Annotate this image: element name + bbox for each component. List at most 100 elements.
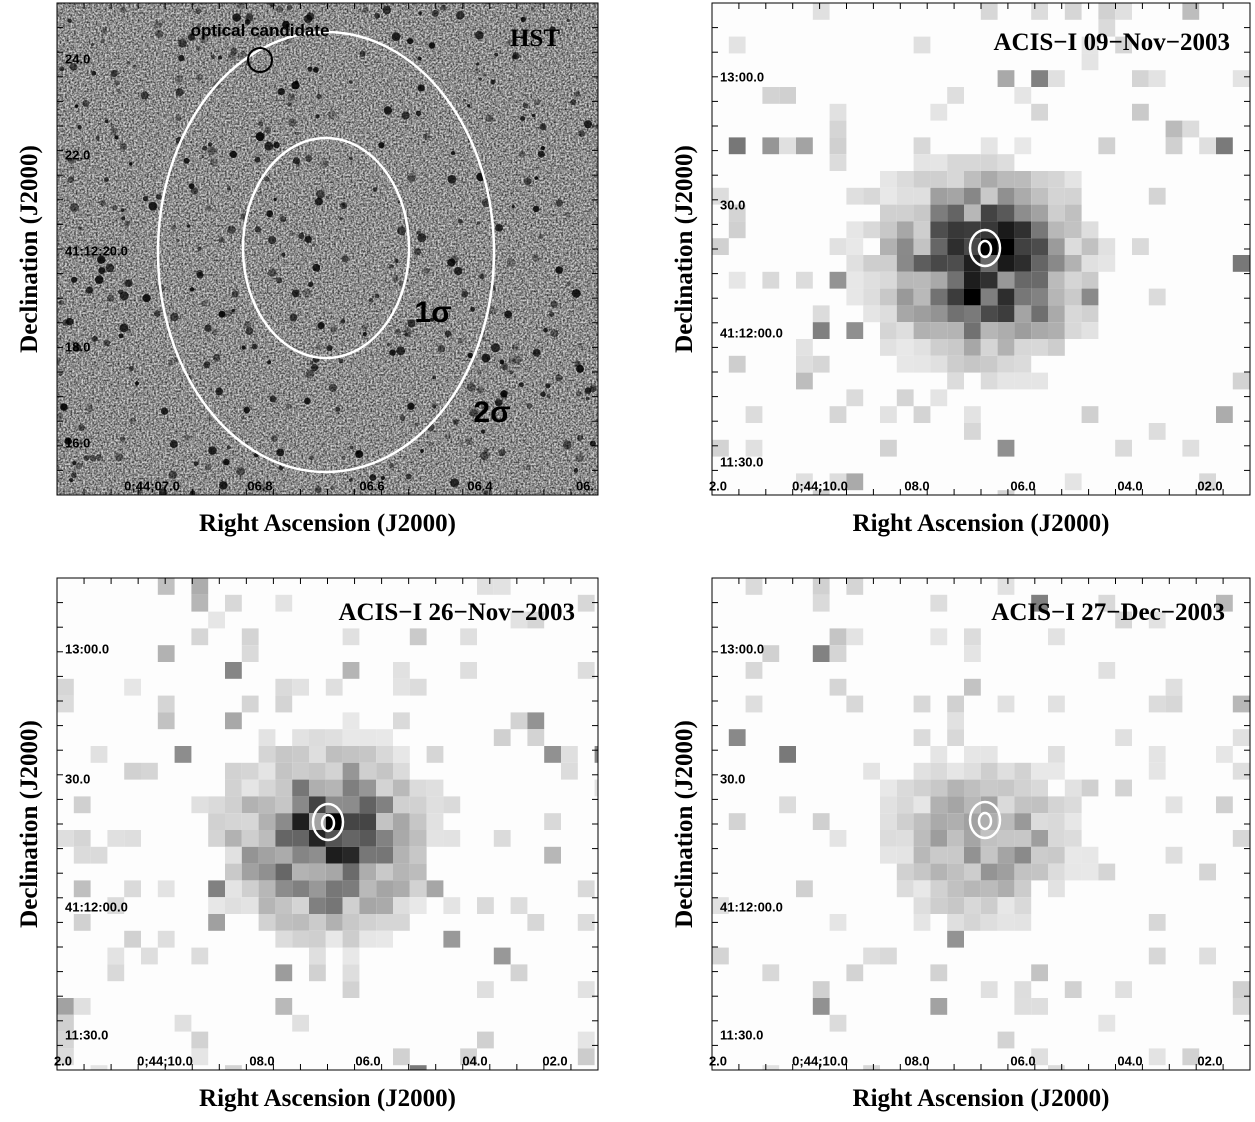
- pixel: [174, 1014, 192, 1032]
- pixel: [728, 137, 746, 155]
- pixel: [359, 746, 377, 763]
- pixel: [829, 406, 847, 423]
- pixel: [376, 897, 393, 914]
- pixel: [930, 238, 948, 255]
- star: [119, 291, 129, 301]
- pixel: [309, 897, 326, 914]
- pixel: [913, 305, 931, 323]
- pixel: [880, 288, 897, 306]
- star: [188, 183, 195, 190]
- pixel: [745, 695, 763, 713]
- pixel: [1064, 473, 1082, 491]
- panel: 13:00.0 30.0 41:12:00.0 11:30.0 2.0 0;44;10.0…: [671, 2, 1251, 537]
- star: [349, 80, 353, 85]
- star: [512, 355, 522, 365]
- star: [104, 177, 109, 182]
- pixel: [359, 729, 377, 746]
- star: [511, 204, 515, 209]
- star: [418, 11, 423, 16]
- pixel: [1064, 981, 1082, 998]
- star: [218, 310, 226, 318]
- pixel: [812, 3, 830, 20]
- star: [205, 463, 212, 471]
- image-noise: [57, 3, 598, 495]
- pixel: [964, 880, 981, 898]
- star: [479, 273, 485, 280]
- pixel: [980, 187, 998, 205]
- pixel: [527, 611, 545, 629]
- pixel: [1014, 255, 1032, 272]
- star: [374, 293, 380, 299]
- pixel: [376, 729, 393, 746]
- pixel: [997, 187, 1015, 205]
- pixel: [577, 914, 595, 931]
- pixel: [997, 897, 1015, 914]
- pixel: [309, 729, 326, 746]
- pixel: [1182, 3, 1200, 20]
- pixel: [980, 863, 998, 881]
- star: [509, 370, 514, 375]
- star: [254, 156, 261, 163]
- star: [525, 464, 531, 471]
- pixel: [930, 863, 948, 881]
- pixel: [124, 830, 141, 847]
- star: [511, 344, 519, 351]
- pixel: [393, 746, 410, 763]
- pixel: [846, 473, 864, 491]
- pixel: [1148, 187, 1166, 205]
- pixel: [812, 355, 830, 373]
- pixel: [342, 981, 360, 998]
- star: [231, 308, 235, 313]
- star: [107, 294, 115, 302]
- star: [129, 417, 136, 425]
- star: [478, 77, 482, 81]
- star: [69, 63, 78, 71]
- pixel: [359, 779, 377, 797]
- star: [340, 202, 348, 210]
- star: [575, 390, 582, 397]
- pixel: [846, 187, 864, 205]
- pixel: [930, 288, 948, 306]
- pixel: [359, 762, 377, 780]
- star: [195, 24, 201, 30]
- pixel: [997, 255, 1015, 272]
- pixel: [913, 288, 931, 306]
- pixel: [1064, 305, 1082, 323]
- star: [372, 187, 377, 192]
- pixel: [913, 137, 931, 155]
- pixel: [1048, 880, 1065, 898]
- star: [67, 176, 75, 183]
- pixel: [57, 1031, 74, 1049]
- pixel: [1064, 288, 1082, 306]
- pixel: [376, 830, 393, 847]
- star: [522, 102, 529, 109]
- star: [407, 173, 416, 182]
- star: [401, 111, 410, 120]
- star: [483, 490, 489, 495]
- pixel: [896, 339, 914, 356]
- pixel: [997, 439, 1015, 457]
- star: [551, 39, 555, 43]
- pixel: [141, 762, 158, 780]
- pixel: [812, 594, 830, 612]
- pixel: [376, 779, 393, 797]
- star: [140, 91, 149, 100]
- pixel: [376, 746, 393, 763]
- pixel: [1048, 171, 1065, 188]
- pixel: [1048, 830, 1065, 847]
- pixel: [1148, 70, 1166, 87]
- pixel: [1014, 863, 1032, 881]
- x-tick-label: 2.0: [709, 1053, 727, 1068]
- pixel: [880, 846, 897, 864]
- pixel: [1048, 813, 1065, 830]
- pixel: [1014, 914, 1032, 931]
- pixel: [1014, 846, 1032, 864]
- pixel: [1165, 695, 1183, 713]
- star: [532, 254, 540, 262]
- pixel: [309, 830, 326, 847]
- pixel: [124, 762, 141, 780]
- pixel: [930, 103, 948, 121]
- pixel: [1014, 981, 1032, 998]
- star: [477, 369, 482, 374]
- pixel: [829, 678, 847, 696]
